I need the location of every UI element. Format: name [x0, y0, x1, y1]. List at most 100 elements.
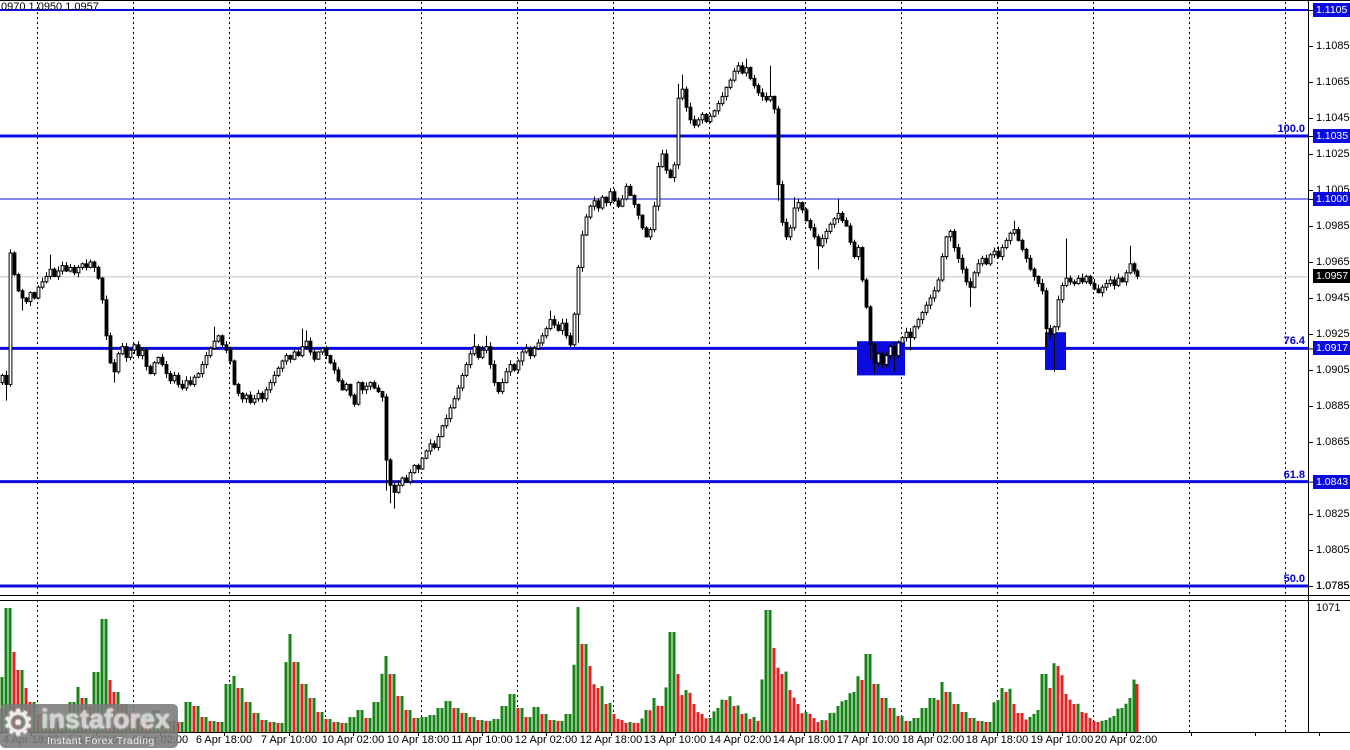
candle-body	[188, 380, 193, 385]
candle-body	[436, 436, 441, 448]
candle-body	[652, 205, 657, 231]
candle-body	[564, 322, 569, 337]
candle-body	[216, 335, 221, 342]
price-tick-label: 1.0785	[1316, 580, 1350, 592]
candle-body	[872, 344, 877, 364]
volume-bar	[416, 718, 420, 732]
volume-bar	[988, 722, 992, 732]
volume-bar	[840, 701, 844, 732]
volume-bar	[276, 723, 280, 732]
highlight-zone[interactable]	[1045, 332, 1066, 370]
volume-bar	[180, 722, 184, 732]
fib-ratio-label: 61.8	[1283, 468, 1305, 481]
volume-bar	[288, 634, 292, 732]
candle-body	[1135, 270, 1140, 277]
volume-bar	[1064, 694, 1068, 732]
candle-body	[576, 266, 581, 315]
candle-body	[76, 266, 81, 274]
volume-bar	[656, 705, 660, 732]
volume-bar	[816, 722, 820, 732]
candle-body	[352, 394, 357, 405]
candle-body	[900, 337, 905, 344]
candle-body	[596, 200, 601, 209]
candle-body	[332, 362, 337, 371]
volume-bar	[608, 702, 612, 732]
volume-bar	[620, 720, 624, 732]
candle-body	[192, 376, 197, 385]
candle-body	[952, 230, 957, 249]
volume-bar	[232, 676, 236, 732]
volume-bar	[940, 682, 944, 732]
candle-body	[712, 110, 717, 117]
volume-bar	[428, 715, 432, 732]
candle-body	[176, 374, 181, 385]
candle-body	[500, 382, 505, 393]
candle-body	[588, 205, 593, 218]
candle-body	[624, 185, 629, 200]
volume-bar	[304, 684, 308, 732]
candle-body	[608, 191, 613, 204]
candle-body	[88, 261, 93, 268]
volume-bar	[20, 670, 24, 732]
candle-body	[260, 392, 265, 400]
candle-body	[132, 344, 137, 351]
volume-bar	[1036, 710, 1040, 732]
volume-bar	[576, 607, 580, 732]
candle-body	[980, 257, 985, 265]
candle-body	[80, 263, 85, 268]
volume-bar	[792, 697, 796, 732]
candle-body	[84, 263, 89, 268]
volume-bar	[372, 702, 376, 732]
candle-body	[124, 346, 129, 358]
candle-body	[688, 106, 693, 121]
candle-body	[20, 290, 25, 299]
volume-bar	[1020, 713, 1024, 732]
candle-body	[620, 198, 625, 207]
candle-body	[232, 360, 237, 385]
volume-bar	[600, 686, 604, 732]
candle-body	[72, 266, 77, 274]
date-label: 14 Apr 02:00	[708, 734, 772, 746]
volume-bar	[528, 717, 532, 732]
volume-bar	[924, 708, 928, 732]
candle-body	[668, 169, 673, 178]
candle-body	[1128, 263, 1133, 274]
volume-bar	[228, 684, 232, 732]
candle-body	[532, 347, 537, 357]
candle-body	[1100, 286, 1105, 294]
candle-body	[1000, 247, 1005, 258]
date-label: 12 Apr 02:00	[514, 734, 578, 746]
volume-bar	[188, 702, 192, 732]
volume-bar	[204, 717, 208, 732]
volume-bar	[388, 674, 392, 732]
volume-bar	[1128, 698, 1132, 732]
volume-bar	[376, 702, 380, 732]
volume-bar	[100, 619, 104, 732]
ohlc-readout: 0970 1.0950 1.0957	[1, 1, 99, 13]
candle-body	[444, 418, 449, 427]
volume-bar	[1100, 720, 1104, 732]
candle-body	[768, 95, 773, 101]
candle-body	[104, 299, 109, 337]
volume-bar	[520, 708, 524, 732]
volume-bar	[224, 684, 228, 732]
candle-body	[956, 247, 961, 259]
volume-bar	[628, 722, 632, 732]
candle-body	[640, 214, 645, 229]
candle-body	[24, 297, 29, 303]
candle-body	[60, 265, 65, 272]
volume-bar	[256, 713, 260, 732]
candle-body	[552, 319, 557, 326]
candle-body	[944, 236, 949, 258]
volume-bar	[404, 710, 408, 732]
candle-body	[392, 484, 397, 493]
candle-body	[736, 65, 741, 72]
candle-body	[368, 382, 373, 387]
candle-body	[168, 373, 173, 382]
volume-bar	[852, 692, 856, 732]
volume-bar	[488, 721, 492, 732]
volume-bar	[896, 716, 900, 732]
candle-body	[520, 351, 525, 362]
candle-body	[208, 347, 213, 357]
